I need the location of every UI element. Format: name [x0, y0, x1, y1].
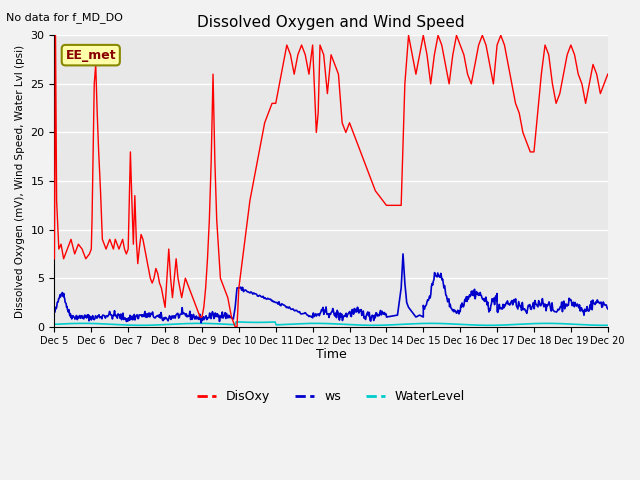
WaterLevel [351, 322, 359, 328]
Line: ws: ws [54, 254, 608, 323]
WaterLevel [314, 321, 322, 326]
DisOxy [74, 241, 82, 247]
DisOxy [231, 324, 239, 330]
Legend: DisOxy, ws, WaterLevel: DisOxy, ws, WaterLevel [193, 385, 470, 408]
WaterLevel [232, 319, 240, 324]
ws [145, 310, 153, 316]
WaterLevel [318, 321, 326, 326]
DisOxy [106, 237, 113, 242]
WaterLevel [485, 323, 493, 328]
DisOxy [159, 295, 167, 300]
Title: Dissolved Oxygen and Wind Speed: Dissolved Oxygen and Wind Speed [197, 15, 465, 30]
Line: WaterLevel: WaterLevel [54, 322, 608, 325]
X-axis label: Time: Time [316, 348, 346, 361]
WaterLevel [604, 323, 612, 328]
WaterLevel [51, 322, 58, 327]
ws [561, 306, 568, 312]
DisOxy [86, 251, 93, 257]
ws [399, 251, 407, 257]
ws [474, 292, 482, 298]
ws [51, 309, 58, 315]
ws [579, 308, 587, 313]
Line: DisOxy: DisOxy [54, 36, 608, 327]
ws [190, 314, 198, 320]
DisOxy [339, 120, 346, 126]
WaterLevel [381, 322, 388, 328]
Text: No data for f_MD_DO: No data for f_MD_DO [6, 12, 124, 23]
ws [197, 320, 205, 326]
WaterLevel [506, 322, 514, 328]
Y-axis label: Dissolved Oxygen (mV), Wind Speed, Water Lvl (psi): Dissolved Oxygen (mV), Wind Speed, Water… [15, 45, 25, 318]
WaterLevel [593, 323, 600, 328]
DisOxy [52, 33, 60, 38]
ws [319, 308, 326, 313]
DisOxy [604, 72, 612, 77]
DisOxy [51, 256, 58, 262]
DisOxy [445, 81, 453, 87]
ws [604, 306, 612, 312]
Text: EE_met: EE_met [65, 48, 116, 61]
